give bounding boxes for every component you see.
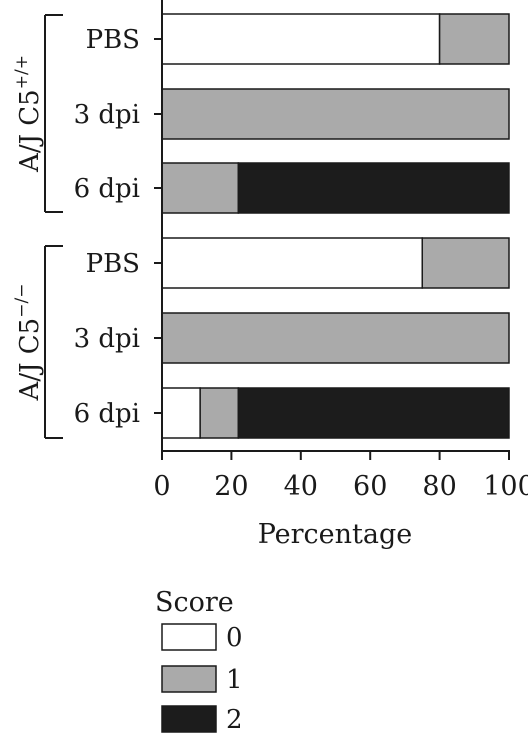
category-label: 6 dpi (74, 399, 140, 429)
bar-segment-0-score-1 (438, 13, 510, 65)
bar-segment-5-score-1 (199, 387, 240, 439)
bar-segment-5-score-2 (237, 387, 510, 439)
x-tick-label: 100 (483, 471, 528, 502)
legend: Score 0 1 2 (155, 587, 243, 735)
bar-segment-4-score-1 (161, 312, 510, 364)
legend-swatch-1 (161, 665, 217, 693)
category-label: 6 dpi (74, 174, 140, 204)
category-label: 3 dpi (74, 100, 140, 130)
x-ticks: 0 20 40 60 80 100 (153, 451, 528, 502)
category-label: PBS (86, 25, 140, 55)
bar-segment-3-score-1 (421, 237, 510, 289)
legend-label: 1 (226, 665, 243, 695)
group-label: A/J C5−/− (12, 284, 45, 402)
x-tick-label: 20 (214, 471, 248, 502)
category-label: 3 dpi (74, 324, 140, 354)
x-axis (161, 0, 510, 452)
category-label: PBS (86, 249, 140, 279)
group-label: A/J C5+/+ (12, 55, 45, 173)
legend-label: 2 (226, 705, 243, 735)
legend-items: 0 1 2 (161, 623, 243, 735)
x-tick-label: 40 (284, 471, 318, 502)
x-tick-label: 0 (153, 471, 170, 502)
x-axis-label: Percentage (258, 519, 413, 550)
x-tick-label: 60 (353, 471, 387, 502)
bar-segment-2-score-2 (237, 162, 510, 214)
bar-segment-5-score-0 (161, 387, 201, 439)
category-labels: PBS 3 dpi 6 dpi PBS 3 dpi 6 dpi (74, 25, 162, 429)
bar-segment-0-score-0 (161, 13, 441, 65)
bar-segment-2-score-1 (161, 162, 240, 214)
x-tick-label: 80 (422, 471, 456, 502)
legend-label: 0 (226, 623, 243, 653)
legend-swatch-2 (161, 705, 217, 733)
bar-segment-3-score-0 (161, 237, 423, 289)
group-brackets: A/J C5+/+ A/J C5−/− (12, 14, 63, 439)
legend-swatch-0 (161, 623, 217, 651)
legend-title: Score (155, 587, 234, 618)
bars-layer (161, 13, 510, 439)
bar-segment-1-score-1 (161, 88, 510, 140)
